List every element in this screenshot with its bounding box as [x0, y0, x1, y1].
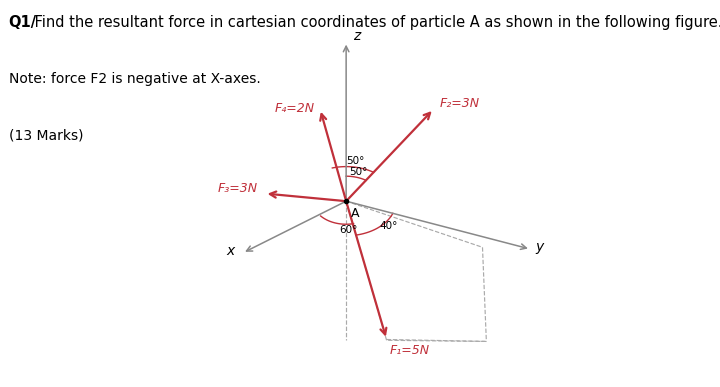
Text: 50°: 50°	[346, 156, 364, 166]
Text: 50°: 50°	[350, 167, 368, 177]
Text: Find the resultant force in cartesian coordinates of particle A as shown in the : Find the resultant force in cartesian co…	[30, 15, 720, 30]
Text: 60°: 60°	[340, 225, 358, 235]
Text: F₃=3N: F₃=3N	[217, 182, 258, 195]
Text: Q1/: Q1/	[9, 15, 37, 30]
Text: 40°: 40°	[379, 221, 397, 231]
Text: y: y	[535, 240, 544, 254]
Text: x: x	[226, 244, 234, 258]
Text: F₁=5N: F₁=5N	[390, 344, 430, 357]
Text: F₂=3N: F₂=3N	[439, 97, 480, 110]
Text: A: A	[351, 207, 359, 219]
Text: z: z	[353, 29, 360, 43]
Text: Note: force F2 is negative at X-axes.: Note: force F2 is negative at X-axes.	[9, 72, 261, 86]
Text: F₄=2N: F₄=2N	[274, 102, 315, 115]
Text: (13 Marks): (13 Marks)	[9, 128, 83, 142]
